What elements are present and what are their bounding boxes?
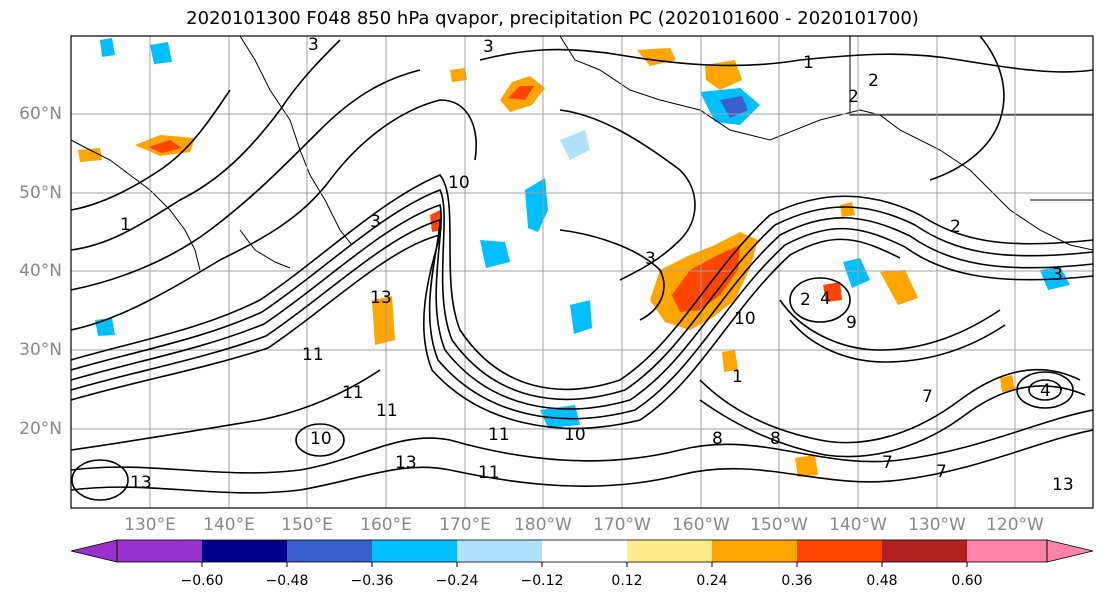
lon-label: 150°W [750,515,808,535]
contour-label: 11 [376,401,398,421]
contour-label: 3 [370,212,381,232]
lon-label: 140°E [203,515,255,535]
lat-label: 60°N [19,104,62,124]
colorbar-cell [202,540,287,562]
colorbar-extend-high [1046,539,1094,563]
contour-label: 3 [483,37,494,57]
colorbar-cell [712,540,797,562]
colorbar-tick-label: 0.12 [611,573,643,589]
contour-label: 3 [308,35,319,55]
qvapor-contours [71,36,1093,501]
contour-label: 4 [1040,381,1051,401]
lon-label: 180°W [514,515,572,535]
colorbar-extend-low [70,539,118,563]
contour-label: 11 [478,463,500,483]
colorbar-cell [967,540,1047,562]
colorbar-tick-label: −0.60 [180,573,224,589]
contour-label: 10 [564,425,586,445]
contour-label: 11 [302,345,324,365]
colorbar-tick-label: −0.24 [435,573,479,589]
contour-label: 13 [395,453,417,473]
contour-label: 8 [770,429,781,449]
lon-label: 160°W [672,515,730,535]
contour-label: 13 [370,288,392,308]
lon-label: 120°W [986,515,1044,535]
contour-label: 1 [732,367,743,387]
lon-label: 170°W [593,515,651,535]
lon-label: 170°E [439,515,491,535]
contour-label: 13 [1052,475,1074,495]
graticule [71,36,1093,508]
contour-label: 2 [800,290,811,310]
colorbar-frame [116,539,1048,563]
contour-label: 13 [130,473,152,493]
lon-label: 150°E [281,515,333,535]
lat-label: 30°N [19,340,62,360]
colorbar-tick-label: 0.48 [866,573,898,589]
colorbar-tick-label: 0.36 [781,573,813,589]
colorbar-cell [797,540,882,562]
colorbar-cell [117,540,202,562]
contour-label: 7 [922,387,933,407]
lon-label: 130°W [908,515,966,535]
map-title: 2020101300 F048 850 hPa qvapor, precipit… [186,8,919,29]
contour-label: 11 [342,383,364,403]
contour-label: 1 [120,215,131,235]
contour-label: 4 [820,289,831,309]
map-frame [70,35,1094,509]
contour-label: 7 [936,462,947,482]
lon-label: 130°E [124,515,176,535]
colorbar-tick-label: −0.36 [350,573,394,589]
lat-label: 50°N [19,183,62,203]
colorbar-tick-label: 0.24 [696,573,728,589]
contour-label: 2 [950,217,961,237]
colorbar-tick-label: −0.12 [520,573,564,589]
contour-labels: 3 3 1 2 2 1 10 3 3 2 2 4 13 11 11 11 11 … [120,35,1074,495]
contour-label: 10 [310,429,332,449]
lon-label: 140°W [829,515,887,535]
lat-label: 40°N [19,261,62,281]
contour-label: 2 [848,87,859,107]
contour-label: 2 [868,71,879,91]
colorbar-cell [372,540,457,562]
contour-label: 1 [803,53,814,73]
contour-label: 10 [734,309,756,329]
contour-label: 7 [882,453,893,473]
colorbar-cell [542,540,627,562]
lon-label: 160°E [360,515,412,535]
contour-label: 11 [488,425,510,445]
contour-label: 10 [448,173,470,193]
contour-label: 3 [1052,265,1063,285]
colorbar [70,539,1094,567]
colorbar-cell [882,540,967,562]
colorbar-tick-label: −0.48 [265,573,309,589]
colorbar-cell [457,540,542,562]
contour-label: 3 [645,249,656,269]
colorbar-tick-label: 0.60 [951,573,983,589]
colorbar-cell [627,540,712,562]
contour-label: 8 [712,429,723,449]
lat-label: 20°N [19,419,62,439]
colorbar-cell [287,540,372,562]
contour-label: 9 [846,313,857,333]
